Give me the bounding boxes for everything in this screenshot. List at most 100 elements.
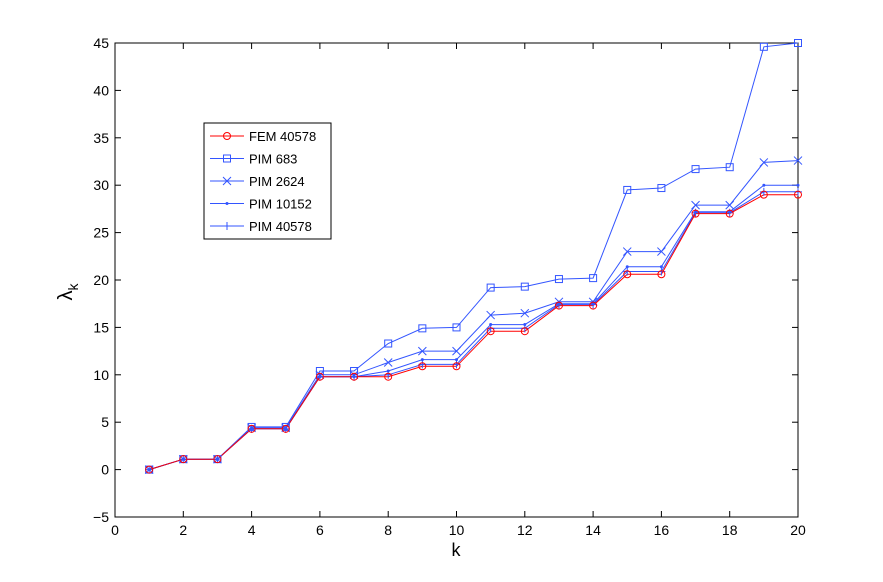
square-marker — [486, 283, 495, 292]
y-tick-label: −5 — [93, 509, 109, 525]
y-tick-label: 35 — [93, 130, 109, 146]
x-marker — [417, 346, 427, 356]
square-marker — [589, 274, 598, 283]
square-marker — [623, 185, 632, 194]
dot-marker — [796, 183, 800, 187]
circle-marker — [725, 209, 734, 218]
circle-marker — [554, 301, 563, 310]
square-marker — [554, 275, 563, 284]
series-line — [149, 42, 799, 471]
circle-marker — [281, 424, 290, 433]
y-tick-label: 5 — [101, 414, 109, 430]
x-tick-label: 18 — [722, 522, 738, 538]
legend-label: FEM 40578 — [249, 129, 316, 144]
x-marker — [222, 176, 232, 186]
legend-label: PIM 10152 — [249, 197, 312, 212]
legend-entry: FEM 40578 — [210, 129, 316, 144]
x-tick-label: 8 — [384, 522, 392, 538]
y-tick-label: 25 — [93, 225, 109, 241]
x-tick-label: 2 — [179, 522, 187, 538]
legend-label: PIM 683 — [249, 152, 297, 167]
y-tick-label: 20 — [93, 272, 109, 288]
dot-marker — [225, 202, 229, 205]
legend-label: PIM 2624 — [249, 174, 305, 189]
plus-marker — [281, 424, 290, 433]
legend-entry: PIM 10152 — [210, 197, 312, 212]
circle-marker — [418, 362, 427, 371]
circle-marker — [350, 372, 359, 381]
x-tick-label: 20 — [790, 522, 806, 538]
legend: FEM 40578 PIM 683 PIM 2624 PIM 10152 PIM 405… — [203, 122, 332, 240]
dot-marker — [625, 265, 629, 269]
x-marker — [657, 247, 666, 256]
circle-marker — [520, 327, 529, 336]
x-tick-label: 10 — [449, 522, 465, 538]
circle-marker — [384, 372, 393, 381]
x-marker — [793, 156, 803, 165]
circle-marker — [213, 455, 222, 464]
x-tick-label: 6 — [316, 522, 324, 538]
plus-marker — [315, 372, 324, 381]
x-marker — [383, 358, 393, 367]
plus-marker — [350, 372, 359, 381]
x-marker — [691, 200, 700, 210]
square-marker — [794, 39, 802, 47]
legend-entry: PIM 683 — [210, 152, 297, 167]
series-markers — [144, 39, 803, 474]
dot-marker — [762, 183, 766, 187]
circle-marker — [145, 465, 154, 474]
circle-marker — [179, 455, 188, 464]
series-lines — [149, 42, 799, 471]
circle-marker — [657, 270, 666, 279]
x-tick-label: 4 — [248, 522, 256, 538]
dot-marker — [455, 358, 458, 362]
y-tick-label: 40 — [93, 82, 109, 98]
x-marker — [725, 200, 735, 210]
y-tick-label: 15 — [93, 319, 109, 335]
series-line — [149, 194, 798, 471]
x-tick-label: 12 — [517, 522, 533, 538]
series-markers-group — [145, 190, 802, 474]
plus-marker — [145, 465, 154, 474]
circle-marker — [691, 209, 700, 218]
square-marker — [691, 165, 700, 174]
y-tick-label: 0 — [101, 462, 109, 478]
square-marker — [725, 163, 734, 172]
legend-label: PIM 40578 — [249, 219, 312, 234]
y-axis-label-subscript: k — [65, 283, 81, 291]
square-marker — [418, 324, 427, 333]
square-marker — [520, 282, 529, 291]
x-marker — [759, 158, 769, 167]
square-marker — [452, 323, 461, 332]
plus-marker — [213, 455, 222, 464]
y-axis-label: λk — [55, 283, 81, 301]
x-tick-label: 0 — [111, 522, 119, 538]
plus-marker — [179, 455, 188, 464]
circle-marker — [315, 372, 324, 381]
plus-marker — [223, 222, 231, 230]
square-marker — [223, 154, 231, 163]
plot-area — [114, 42, 799, 518]
series-line — [149, 160, 799, 471]
circle-marker — [794, 190, 802, 199]
circle-marker — [452, 362, 461, 371]
square-marker — [384, 339, 393, 348]
circle-marker — [623, 270, 632, 279]
plus-marker — [247, 424, 256, 433]
x-marker — [622, 247, 632, 256]
circle-marker — [589, 301, 598, 310]
square-marker — [759, 42, 768, 51]
x-axis-label: k — [452, 540, 462, 560]
x-tick-label: 14 — [585, 522, 601, 538]
circle-marker — [247, 424, 256, 433]
y-axis-label-main: λ — [55, 291, 77, 301]
circle-marker — [759, 190, 768, 199]
legend-entry: PIM 40578 — [210, 219, 312, 234]
y-tick-label: 45 — [93, 35, 109, 51]
legend-entry: PIM 2624 — [210, 174, 305, 189]
square-marker — [657, 184, 666, 193]
y-tick-label: 30 — [93, 177, 109, 193]
dot-marker — [420, 358, 424, 362]
